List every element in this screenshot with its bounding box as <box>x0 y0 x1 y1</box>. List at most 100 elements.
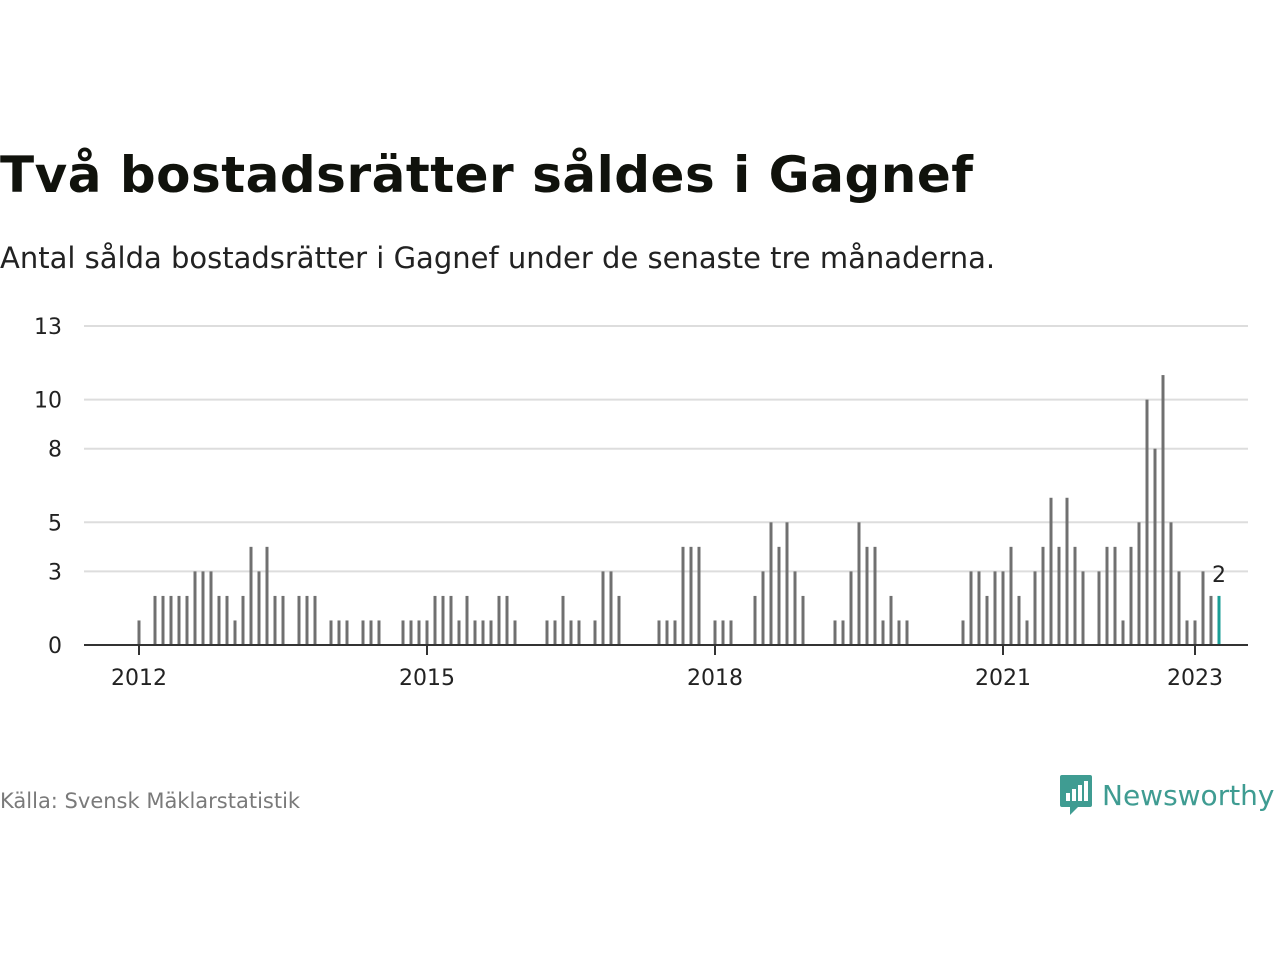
bar <box>1017 595 1021 645</box>
bar <box>1105 546 1109 645</box>
bar <box>1169 522 1173 645</box>
bar <box>601 571 605 645</box>
bar <box>329 620 333 645</box>
bar <box>1033 571 1037 645</box>
bar <box>849 571 853 645</box>
y-tick-label: 3 <box>48 560 62 585</box>
bar <box>857 522 861 645</box>
bar <box>249 546 253 645</box>
bar <box>681 546 685 645</box>
bar <box>281 595 285 645</box>
brand-name: Newsworthy <box>1102 778 1275 812</box>
bar <box>161 595 165 645</box>
bar <box>481 620 485 645</box>
bar <box>665 620 669 645</box>
bar <box>337 620 341 645</box>
x-tick-label: 2012 <box>111 666 167 691</box>
bar <box>657 620 661 645</box>
newsworthy-logo: Newsworthy <box>1058 773 1275 817</box>
bar <box>593 620 597 645</box>
bar <box>881 620 885 645</box>
bar <box>1057 546 1061 645</box>
bar <box>833 620 837 645</box>
bar <box>369 620 373 645</box>
bar <box>401 620 405 645</box>
y-tick-label: 8 <box>48 438 62 463</box>
bar <box>217 595 221 645</box>
bar <box>841 620 845 645</box>
bar <box>345 620 349 645</box>
bar <box>1025 620 1029 645</box>
bar <box>409 620 413 645</box>
bar <box>177 595 181 645</box>
bar <box>769 522 773 645</box>
bar <box>617 595 621 645</box>
bar <box>473 620 477 645</box>
x-tick-label: 2021 <box>975 666 1031 691</box>
bar <box>1193 620 1197 645</box>
bar <box>489 620 493 645</box>
bar <box>313 595 317 645</box>
bar <box>985 595 989 645</box>
bar <box>1153 448 1157 645</box>
bar <box>433 595 437 645</box>
bar <box>361 620 365 645</box>
bar <box>441 595 445 645</box>
bar <box>137 620 141 645</box>
bar <box>265 546 269 645</box>
bar <box>1001 571 1005 645</box>
bar <box>545 620 549 645</box>
bar <box>1049 497 1053 645</box>
chart-subtitle: Antal sålda bostadsrätter i Gagnef under… <box>0 241 996 275</box>
bar <box>561 595 565 645</box>
bar <box>673 620 677 645</box>
bar-chart: 0 3 5 8 10 13 2012 2015 2018 2021 2023 2 <box>34 315 1248 691</box>
bar <box>241 595 245 645</box>
highlight-bar <box>1217 595 1221 645</box>
chart-title: Två bostadsrätter såldes i Gagnef <box>0 146 974 204</box>
bar <box>377 620 381 645</box>
bar <box>1129 546 1133 645</box>
bar <box>729 620 733 645</box>
bar <box>793 571 797 645</box>
source-note: Källa: Svensk Mäklarstatistik <box>0 789 301 813</box>
y-tick-label: 0 <box>48 634 62 659</box>
bar <box>305 595 309 645</box>
bar <box>553 620 557 645</box>
bar <box>465 595 469 645</box>
bar <box>1121 620 1125 645</box>
bar <box>1137 522 1141 645</box>
bar <box>169 595 173 645</box>
bar <box>1081 571 1085 645</box>
bar <box>905 620 909 645</box>
bar <box>721 620 725 645</box>
y-tick-label: 5 <box>48 511 62 536</box>
bar <box>753 595 757 645</box>
bar <box>1097 571 1101 645</box>
y-axis-ticks: 0 3 5 8 10 13 <box>34 315 62 659</box>
gridlines <box>84 325 1248 573</box>
bar <box>1209 595 1213 645</box>
bar <box>1201 571 1205 645</box>
bar <box>689 546 693 645</box>
bar <box>609 571 613 645</box>
x-tick-label: 2015 <box>399 666 455 691</box>
bar <box>569 620 573 645</box>
bar <box>201 571 205 645</box>
bar <box>1161 375 1165 645</box>
bar <box>273 595 277 645</box>
bar <box>513 620 517 645</box>
bar <box>185 595 189 645</box>
bar <box>1009 546 1013 645</box>
bar <box>457 620 461 645</box>
bar <box>777 546 781 645</box>
x-tick-label: 2018 <box>687 666 743 691</box>
bar <box>497 595 501 645</box>
x-axis-ticks: 2012 2015 2018 2021 2023 <box>111 645 1223 691</box>
bar <box>761 571 765 645</box>
bar <box>713 620 717 645</box>
bar <box>785 522 789 645</box>
bar <box>193 571 197 645</box>
bar <box>897 620 901 645</box>
bar <box>233 620 237 645</box>
